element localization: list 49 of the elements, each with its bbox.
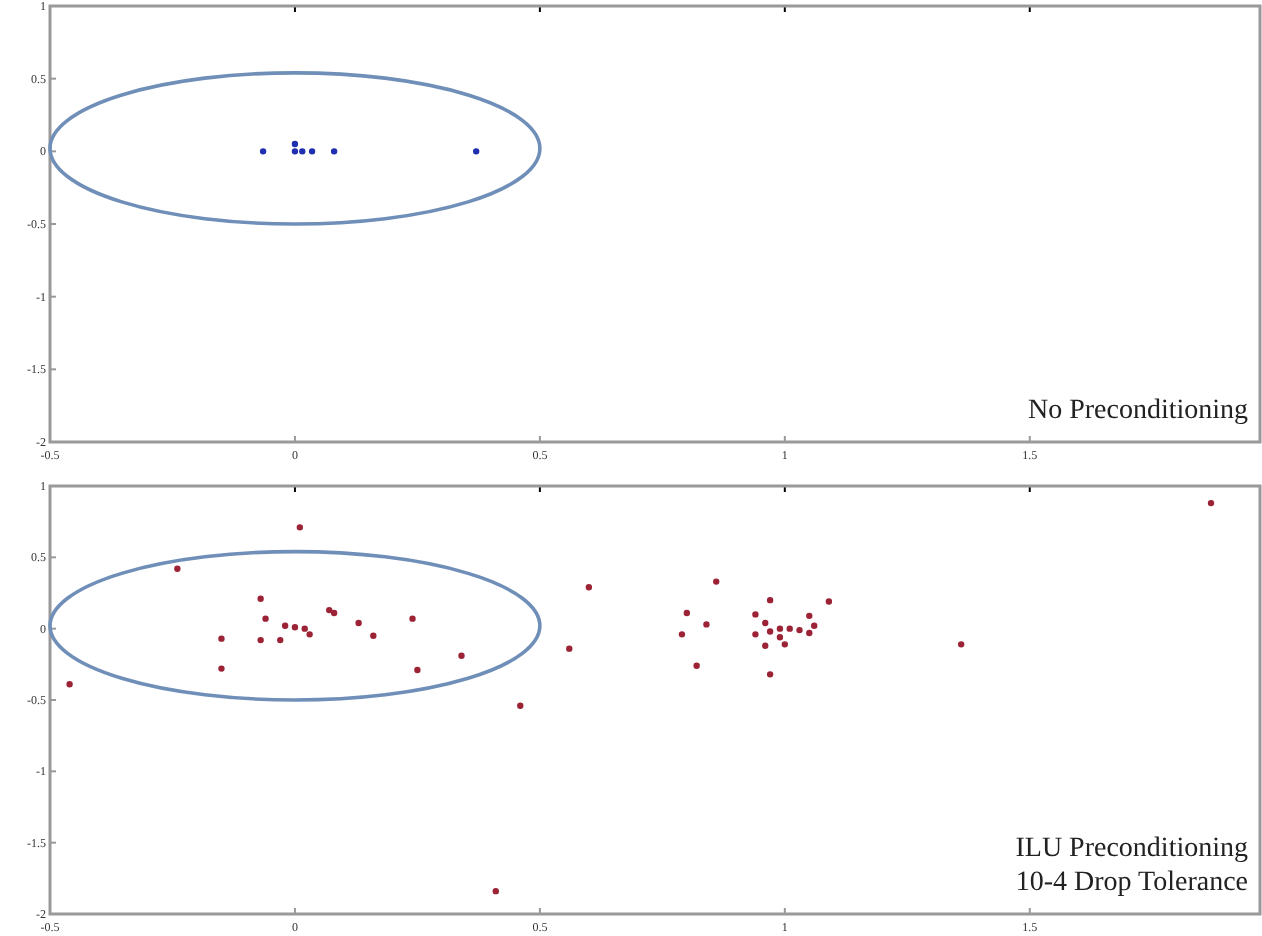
- point: [806, 612, 813, 620]
- point: [174, 565, 181, 572]
- point: [409, 615, 416, 622]
- point: [517, 702, 524, 709]
- point: [766, 628, 774, 635]
- point: [796, 626, 803, 634]
- point: [281, 622, 289, 629]
- point: [766, 671, 774, 678]
- point: [678, 631, 686, 638]
- point: [458, 652, 465, 659]
- point: [776, 634, 784, 641]
- point: [370, 632, 377, 639]
- point: [277, 636, 284, 644]
- point: [326, 606, 333, 614]
- annotation: No Preconditioning: [1027, 396, 1248, 426]
- point: [762, 642, 769, 649]
- point: [218, 635, 225, 642]
- point: [218, 665, 225, 672]
- point: [693, 662, 700, 669]
- point: [806, 629, 813, 637]
- point: [957, 641, 965, 648]
- point: [257, 636, 264, 644]
- point: [781, 641, 789, 648]
- point: [262, 615, 269, 622]
- annotation: ILU Preconditioning 10-4 Drop Tolerance: [1015, 834, 1248, 898]
- point: [301, 625, 308, 632]
- point: [66, 681, 73, 688]
- point: [752, 631, 759, 638]
- point: [703, 621, 710, 628]
- point: [306, 631, 313, 638]
- point: [762, 619, 769, 627]
- point: [296, 524, 304, 531]
- point: [566, 645, 573, 652]
- point: [414, 666, 421, 674]
- point: [766, 596, 774, 604]
- point: [811, 622, 818, 629]
- point: [355, 619, 362, 627]
- point: [713, 578, 720, 585]
- point: [585, 584, 593, 591]
- point: [330, 609, 338, 617]
- point: [1207, 499, 1215, 507]
- point: [257, 595, 264, 602]
- point: [786, 625, 793, 632]
- point: [825, 598, 833, 605]
- point: [752, 611, 759, 618]
- point: [492, 887, 499, 895]
- point: [776, 625, 784, 632]
- point: [291, 624, 299, 631]
- point: [683, 609, 691, 617]
